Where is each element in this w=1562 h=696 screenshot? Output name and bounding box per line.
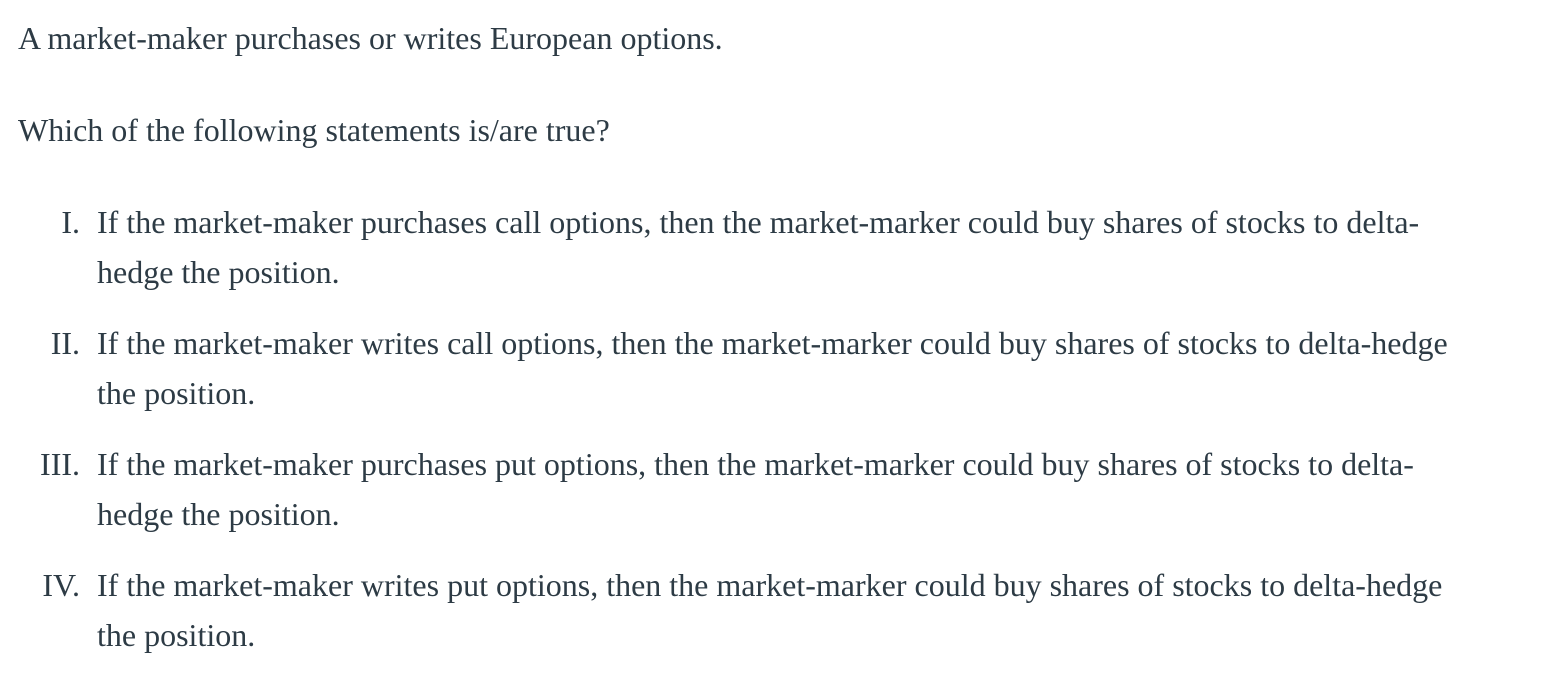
- statement-line: If the market-maker purchases call optio…: [97, 204, 1420, 240]
- statement-item: IV. If the market-maker writes put optio…: [0, 560, 1562, 660]
- statement-text: If the market-maker writes put options, …: [97, 560, 1537, 660]
- question-prompt: Which of the following statements is/are…: [18, 112, 610, 148]
- statement-text: If the market-maker writes call options,…: [97, 318, 1537, 418]
- question-intro: A market-maker purchases or writes Europ…: [18, 20, 723, 56]
- statement-line: the position.: [97, 617, 256, 653]
- statement-numeral: I.: [61, 204, 80, 240]
- statement-line: hedge the position.: [97, 254, 340, 290]
- statement-text: If the market-maker purchases call optio…: [97, 197, 1537, 297]
- statement-numeral: IV.: [42, 567, 80, 603]
- statement-line: hedge the position.: [97, 496, 340, 532]
- statement-text: If the market-maker purchases put option…: [97, 439, 1537, 539]
- statement-line: If the market-maker purchases put option…: [97, 446, 1414, 482]
- statement-numeral: II.: [50, 325, 80, 361]
- statement-numeral: III.: [40, 446, 80, 482]
- statement-item: I. If the market-maker purchases call op…: [0, 197, 1562, 297]
- statement-item: III. If the market-maker purchases put o…: [0, 439, 1562, 539]
- statement-line: If the market-maker writes put options, …: [97, 567, 1443, 603]
- statement-list: I. If the market-maker purchases call op…: [0, 197, 1562, 681]
- statement-item: II. If the market-maker writes call opti…: [0, 318, 1562, 418]
- statement-line: the position.: [97, 375, 256, 411]
- statement-line: If the market-maker writes call options,…: [97, 325, 1448, 361]
